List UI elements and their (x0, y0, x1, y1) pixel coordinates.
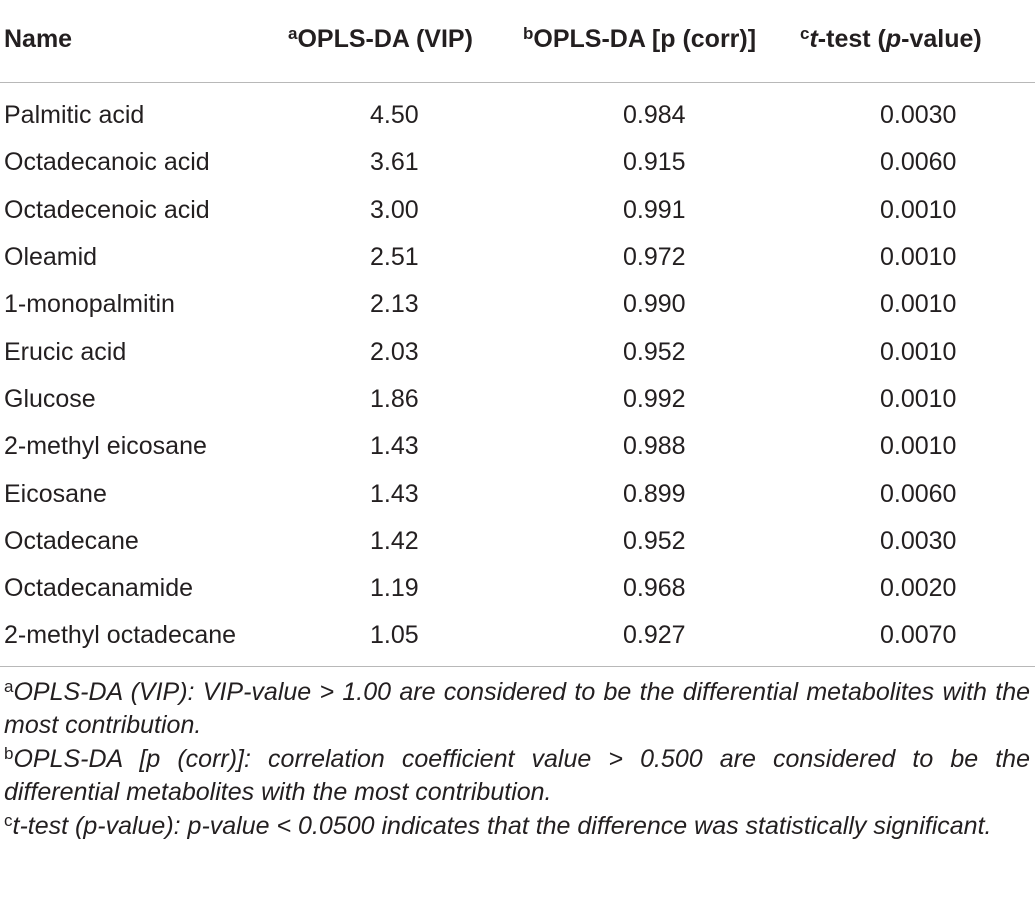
cell-ttest: 0.0030 (880, 526, 957, 555)
table-row: Glucose 1.86 0.992 0.0010 (0, 376, 1035, 423)
table-header: Name aOPLS-DA (VIP) bOPLS-DA [p (corr)] … (0, 0, 1035, 83)
cell-vip: 2.13 (370, 290, 419, 319)
cell-vip: 1.19 (370, 574, 419, 603)
cell-ttest: 0.0030 (880, 101, 957, 130)
header-ttest-sup: c (800, 23, 810, 43)
cell-ttest: 0.0010 (880, 337, 957, 366)
table-row: 2-methyl octadecane 1.05 0.927 0.0070 (0, 612, 1035, 667)
cell-vip: 1.86 (370, 384, 419, 413)
cell-ttest: 0.0060 (880, 479, 957, 508)
header-row: Name aOPLS-DA (VIP) bOPLS-DA [p (corr)] … (0, 0, 1035, 83)
cell-name: 2-methyl eicosane (4, 432, 207, 461)
table-row: Oleamid 2.51 0.972 0.0010 (0, 234, 1035, 281)
header-name: Name (0, 0, 284, 83)
cell-name: Octadecanoic acid (4, 148, 210, 177)
cell-name: Eicosane (4, 479, 107, 508)
cell-name: Oleamid (4, 243, 98, 272)
cell-pcorr: 0.952 (623, 526, 686, 555)
table-row: 1-monopalmitin 2.13 0.990 0.0010 (0, 281, 1035, 328)
cell-pcorr: 0.915 (623, 148, 686, 177)
cell-name: Glucose (4, 384, 96, 413)
table-row: Octadecenoic acid 3.00 0.991 0.0010 (0, 187, 1035, 234)
cell-vip: 3.00 (370, 195, 419, 224)
cell-ttest: 0.0070 (800, 612, 1035, 667)
cell-ttest: 0.0010 (880, 432, 957, 461)
cell-pcorr: 0.984 (623, 101, 686, 130)
cell-name: Palmitic acid (4, 101, 145, 130)
cell-pcorr: 0.968 (623, 574, 686, 603)
cell-ttest: 0.0010 (880, 290, 957, 319)
cell-ttest: 0.0060 (880, 148, 957, 177)
header-pcorr-sup: b (523, 23, 534, 43)
cell-pcorr: 0.992 (623, 384, 686, 413)
cell-name: 2-methyl octadecane (0, 612, 284, 667)
cell-vip: 4.50 (370, 101, 419, 130)
cell-name: Octadecane (4, 526, 139, 555)
table-row: Eicosane 1.43 0.899 0.0060 (0, 470, 1035, 517)
cell-pcorr: 0.972 (623, 243, 686, 272)
table-row: Erucic acid 2.03 0.952 0.0010 (0, 328, 1035, 375)
cell-name: 1-monopalmitin (4, 290, 175, 319)
cell-vip: 2.03 (370, 337, 419, 366)
cell-ttest: 0.0010 (880, 384, 957, 413)
cell-pcorr: 0.927 (523, 612, 800, 667)
cell-pcorr: 0.991 (623, 195, 686, 224)
cell-vip: 1.42 (370, 526, 419, 555)
cell-pcorr: 0.952 (623, 337, 686, 366)
footnote-c: ct-test (p-value): p-value < 0.0500 indi… (4, 811, 992, 840)
header-vip: aOPLS-DA (VIP) (284, 0, 523, 83)
cell-vip: 1.43 (370, 432, 419, 461)
cell-pcorr: 0.990 (623, 290, 686, 319)
footnotes: aOPLS-DA (VIP): VIP-value > 1.00 are con… (4, 676, 1030, 844)
table-row: 2-methyl eicosane 1.43 0.988 0.0010 (0, 423, 1035, 470)
table-body: Palmitic acid 4.50 0.984 0.0030 Octadecanoic… (0, 83, 1035, 667)
footnote-a: aOPLS-DA (VIP): VIP-value > 1.00 are con… (4, 677, 1030, 739)
table-row: Octadecanamide 1.19 0.968 0.0020 (0, 565, 1035, 612)
cell-name: Erucic acid (4, 337, 127, 366)
cell-pcorr: 0.988 (623, 432, 686, 461)
cell-name: Octadecanamide (4, 574, 194, 603)
cell-pcorr: 0.899 (623, 479, 686, 508)
header-vip-sup: a (288, 23, 298, 43)
footnote-b: bOPLS-DA [p (corr)]: correlation coeffic… (4, 744, 1030, 806)
cell-ttest: 0.0010 (880, 195, 957, 224)
header-pcorr: bOPLS-DA [p (corr)] (523, 0, 800, 83)
cell-ttest: 0.0020 (880, 574, 957, 603)
cell-vip: 2.51 (370, 243, 419, 272)
cell-vip: 1.43 (370, 479, 419, 508)
table-row: Octadecanoic acid 3.61 0.915 0.0060 (0, 139, 1035, 186)
header-ttest: ct-test (p-value) (800, 0, 1035, 83)
cell-name: Octadecenoic acid (4, 195, 210, 224)
metabolite-table: Name aOPLS-DA (VIP) bOPLS-DA [p (corr)] … (0, 0, 1035, 667)
cell-ttest: 0.0010 (880, 243, 957, 272)
table-row: Octadecane 1.42 0.952 0.0030 (0, 518, 1035, 565)
table-row: Palmitic acid 4.50 0.984 0.0030 (0, 83, 1035, 140)
cell-vip: 1.05 (284, 612, 523, 667)
cell-vip: 3.61 (370, 148, 419, 177)
